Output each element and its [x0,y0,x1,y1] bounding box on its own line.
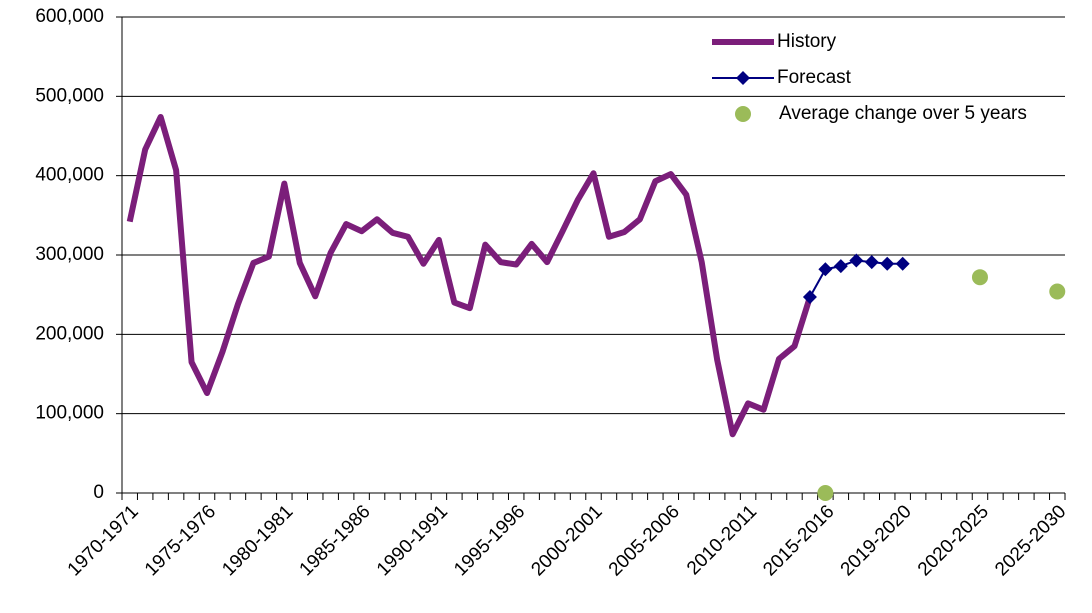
legend-label: Forecast [777,67,852,88]
dot-marker [1049,283,1066,300]
diamond-marker [895,256,910,271]
x-tick-label: 2005-2006 [605,501,684,580]
y-tick-label: 500,000 [35,85,104,106]
x-tick-label: 2019-2020 [837,501,916,580]
diamond-marker [849,253,864,268]
dot-marker [971,269,988,286]
x-tick-label: 2025-2030 [991,501,1070,580]
y-tick-label: 300,000 [35,244,104,265]
x-tick-label: 1990-1991 [373,501,452,580]
legend-label: History [777,31,837,52]
y-tick-label: 600,000 [35,6,104,27]
x-tick-label: 1995-1996 [450,501,529,580]
diamond-marker [833,259,848,274]
legend-label: Average change over 5 years [779,103,1027,124]
x-tick-label: 1985-1986 [296,501,375,580]
y-tick-label: 200,000 [35,323,104,344]
x-tick-label: 2000-2001 [527,501,606,580]
y-tick-label: 400,000 [35,165,104,186]
x-tick-label: 2010-2011 [683,501,761,579]
legend-swatch [735,106,751,122]
diamond-marker [802,290,817,305]
x-tick-label: 1975-1976 [141,501,220,580]
series-line [126,113,813,438]
y-tick-label: 100,000 [35,403,104,424]
diamond-marker [864,255,879,270]
x-tick-label: 1970-1971 [64,501,143,580]
y-tick-label: 0 [93,482,104,503]
diamond-marker [880,256,895,271]
dot-marker [817,485,834,501]
x-tick-label: 1980-1981 [218,501,297,580]
diamond-marker [818,262,833,277]
x-tick-label: 2015-2016 [759,501,838,580]
x-tick-label: 2020-2025 [914,501,993,580]
legend-swatch [736,71,750,85]
